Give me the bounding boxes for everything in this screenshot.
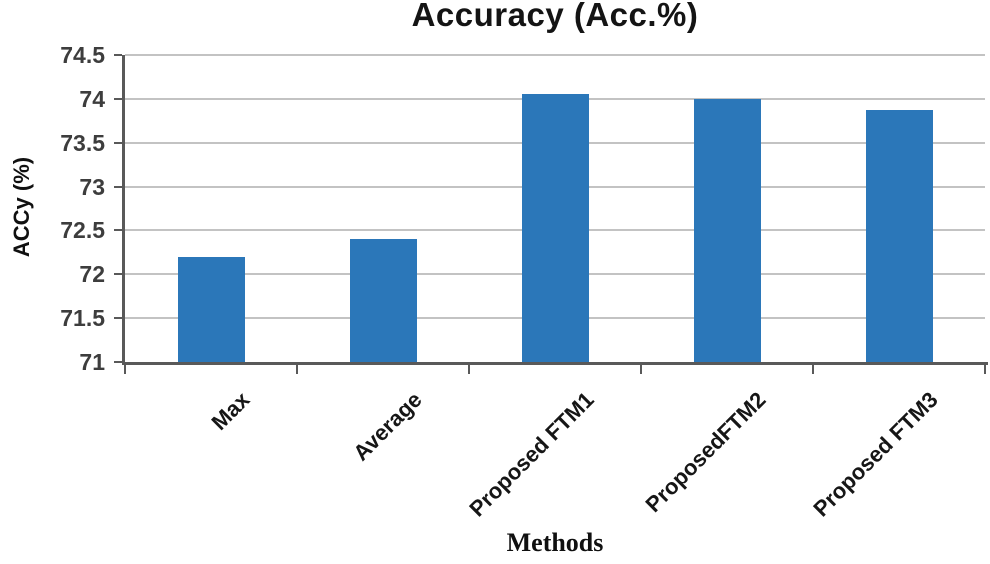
bar [865,110,933,362]
bar [349,239,417,362]
y-tick-label: 71 [79,349,105,375]
bar [693,98,761,362]
y-tick-label: 74 [79,85,105,112]
y-tick-label: 73.5 [60,129,105,156]
y-tick-label: 74.5 [60,42,105,68]
y-tick-label: 73 [79,173,105,200]
y-tick [114,361,122,363]
y-tick [114,141,122,144]
y-tick [114,97,122,100]
x-category-label: Proposed FTM1 [464,387,599,522]
x-category-label: Max [206,387,255,435]
bar [521,94,589,362]
y-tick-label: 71.5 [60,305,105,332]
x-tick [984,365,986,374]
x-axis-title: Methods [506,528,604,557]
x-category-label: ProposedFTM2 [640,387,771,518]
x-tick [468,365,470,374]
x-tick [124,365,126,374]
y-tick-label: 72 [79,261,105,288]
x-tick [296,365,298,374]
bar [177,256,245,362]
x-tick [640,365,642,374]
y-tick [114,273,122,276]
y-tick [114,54,122,56]
y-tick [114,185,122,188]
x-axis-line [122,362,988,365]
x-category-label: Proposed FTM3 [808,387,943,522]
y-tick [114,229,122,232]
y-tick-label: 72.5 [60,217,105,244]
y-tick [114,317,122,320]
y-axis-title: ACCy (%) [9,156,34,258]
gridline [125,54,985,56]
x-category-label: Average [348,387,427,466]
chart-title: Accuracy (Acc.%) [411,0,699,33]
plot-area: 71 71.5 72 72.5 73 73.5 74 74.5 Max Average Propos… [60,42,988,521]
y-axis-line [122,55,125,362]
x-tick [812,365,814,374]
